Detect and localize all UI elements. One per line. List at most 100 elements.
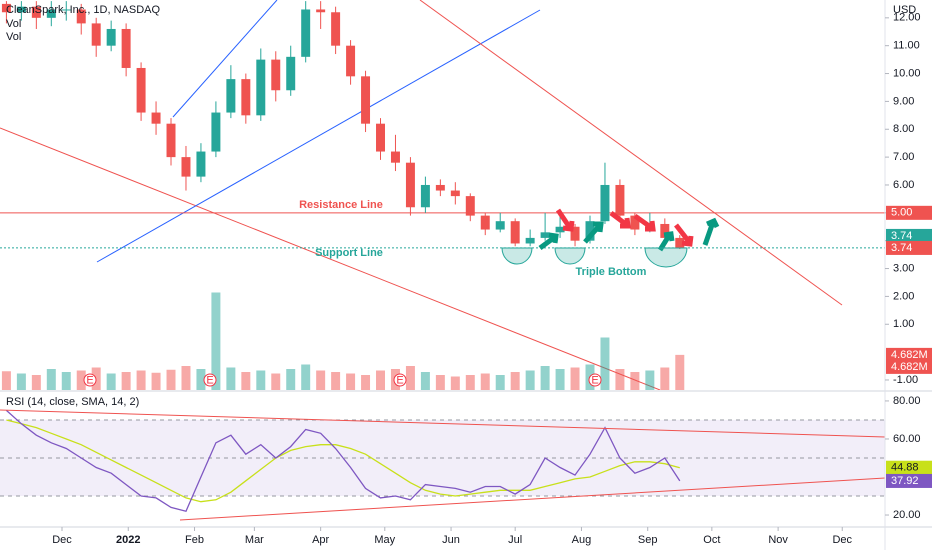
arrow-up [538,232,559,251]
arrow-down [674,223,694,247]
volume-bar [615,369,625,390]
volume-bar [16,373,26,390]
candle-body [346,45,356,77]
y-tick-label: 2.00 [893,290,914,302]
rsi-line [5,409,681,512]
candle-body [121,28,131,68]
candle-body [420,184,430,208]
candle-body [585,221,595,241]
volume-bar [256,370,266,390]
price-badge-bg [886,205,932,220]
bottoms [501,247,688,268]
volume-bar [316,370,326,390]
x-tick-label: Nov [768,534,788,546]
volume-bar [211,292,221,390]
trend-line [179,477,885,521]
candle-body [256,59,266,116]
volume-bar [660,367,670,390]
volume-bar [645,370,655,390]
candle-body [16,6,26,13]
chart-title: CleanSpark, Inc., 1D, NASDAQ [6,4,161,16]
legend-item: Vol [6,31,21,43]
volume-bar [600,337,610,390]
candle-body [331,12,341,46]
volume-bar [76,370,86,390]
candle-body [151,112,161,124]
x-tick-label: Oct [703,534,720,546]
arrow-down [609,211,631,229]
candle-body [301,9,311,57]
arrows [538,208,720,252]
volume-bar [450,376,460,390]
candle-body [271,59,281,91]
x-tick-label: Sep [638,534,658,546]
candle-body [76,9,86,24]
y-tick-label: 10.00 [893,67,921,79]
volume-bar [376,370,385,390]
x-tick-label: Jul [508,534,522,546]
volume-bar [510,372,520,390]
candle-body [286,56,296,91]
x-tick-label: Mar [245,534,264,546]
candle-body [570,226,580,241]
volume-bar [465,375,475,390]
y-tick-label: 9.00 [893,95,914,107]
candle-body [1,3,11,13]
x-tick-label: Dec [52,534,72,546]
currency: USD [893,4,916,16]
candle-body [226,79,236,113]
x-tick-label: Feb [185,534,204,546]
volume-bar [121,372,131,390]
volume-bar [480,373,490,390]
price-badge: 3.74 [891,230,912,242]
bottom-arc [644,247,688,268]
candle-body [241,79,251,116]
volume-bar [435,375,445,390]
volume-bar [271,373,281,390]
volume-bar [31,375,41,390]
y-tick-label: 11.00 [893,40,920,52]
annotation: Support Line [315,247,383,259]
candle-body [495,221,505,230]
price-badge-bg [886,228,932,243]
x-tick-label: Apr [312,534,329,546]
candle-body [31,6,41,18]
trend-line [419,0,843,306]
candle-body [525,237,535,244]
candle-body [660,223,670,238]
volume-bar [136,370,146,390]
volume-bar [226,367,236,390]
arrow-down [555,208,575,232]
candle-body [91,23,101,46]
trend-line [0,127,661,390]
x-tick-label: 2022 [116,534,140,546]
y-tick-label: 80.00 [893,395,921,407]
y-tick-label: 8.00 [893,123,914,135]
volume-bar [540,366,550,390]
volume-badge: 4.682M [891,361,928,373]
rsi-badge-bg [886,460,932,475]
volume-bar [181,366,191,390]
y-tick-label: 1.00 [893,318,914,330]
x-tick-label: Aug [572,534,592,546]
volume-bar [301,364,311,390]
rsi-badge: 37.92 [891,475,919,487]
candle-body [675,237,685,248]
earnings-marker: E [396,374,403,386]
x-tick-label: Dec [832,534,852,546]
earnings-marker-bg [83,373,97,387]
bottom-arc [501,247,533,265]
candle-body [600,184,610,222]
volume-bar [61,372,71,390]
candle-body [480,215,490,230]
arrow-up [657,231,675,252]
candle-body [630,215,640,230]
trend-line [0,409,885,438]
candle-body [61,9,71,11]
earnings-marker-bg [393,373,407,387]
earnings-marker-bg [588,373,602,387]
candle-body [211,112,221,152]
candle-body [390,151,400,163]
volume-bar [346,373,356,390]
